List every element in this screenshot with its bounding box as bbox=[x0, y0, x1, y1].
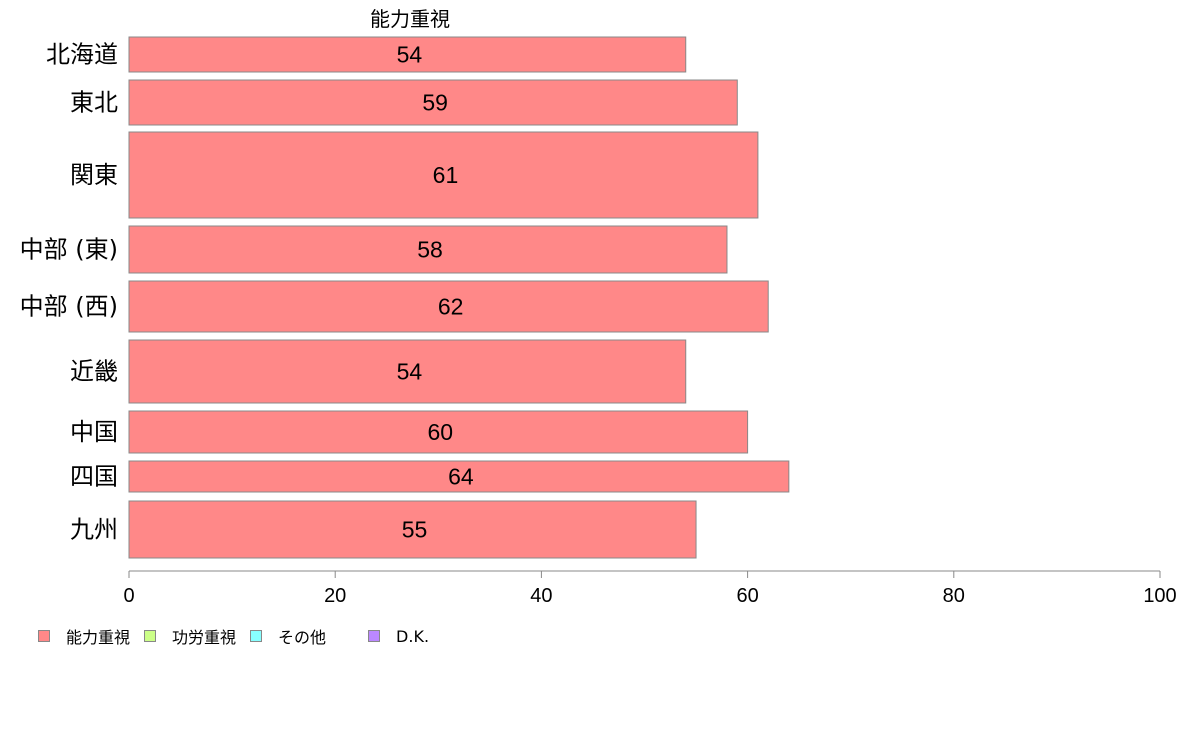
value-label: 54 bbox=[397, 42, 423, 68]
value-label: 62 bbox=[438, 294, 464, 320]
legend-item: 功労重視 bbox=[144, 624, 236, 648]
x-tick-label: 40 bbox=[530, 585, 552, 607]
category-label: 四国 bbox=[70, 463, 118, 491]
value-label: 61 bbox=[433, 162, 459, 188]
value-label: 55 bbox=[402, 517, 428, 543]
legend-label: その他 bbox=[278, 628, 327, 647]
category-label: 東北 bbox=[70, 89, 118, 117]
bar-1 bbox=[128, 79, 738, 126]
series-title: 能力重視 bbox=[370, 7, 450, 31]
category-label: 近畿 bbox=[70, 358, 118, 386]
x-tick-label: 0 bbox=[123, 585, 134, 607]
category-label: 中国 bbox=[70, 418, 118, 446]
legend-swatch bbox=[144, 630, 157, 642]
category-label: 中部 (西) bbox=[20, 293, 118, 321]
bar-5 bbox=[128, 339, 687, 404]
x-axis: 0 20 40 60 80 100 bbox=[123, 570, 1177, 607]
category-label: 中部 (東) bbox=[20, 236, 118, 264]
value-label: 64 bbox=[448, 464, 474, 490]
legend-label: 功労重視 bbox=[172, 628, 237, 647]
bar-8 bbox=[128, 500, 697, 559]
bar-2 bbox=[128, 131, 759, 219]
legend: 能力重視 功労重視 その他 D.K. bbox=[38, 624, 443, 648]
value-label: 58 bbox=[417, 237, 443, 263]
legend-item: その他 bbox=[250, 624, 326, 648]
bar-0 bbox=[128, 36, 687, 73]
x-tick-label: 80 bbox=[943, 585, 965, 607]
x-tick-label: 20 bbox=[324, 585, 346, 607]
category-label: 関東 bbox=[70, 161, 118, 189]
bar-6 bbox=[128, 410, 749, 454]
bar-4 bbox=[128, 280, 769, 333]
value-label: 60 bbox=[428, 419, 454, 445]
bar-3 bbox=[128, 225, 728, 274]
x-tick-label: 100 bbox=[1143, 585, 1176, 607]
legend-label: D.K. bbox=[396, 626, 430, 646]
category-label: 九州 bbox=[70, 516, 118, 544]
value-label: 59 bbox=[422, 90, 448, 116]
legend-swatch bbox=[250, 630, 263, 642]
bars-group bbox=[128, 36, 790, 559]
value-label: 54 bbox=[397, 359, 423, 385]
legend-swatch bbox=[368, 630, 381, 642]
category-label: 北海道 bbox=[46, 41, 118, 69]
bar-7 bbox=[128, 460, 790, 493]
legend-item: 能力重視 bbox=[38, 624, 130, 648]
legend-swatch bbox=[38, 630, 50, 642]
legend-label: 能力重視 bbox=[66, 628, 131, 647]
legend-item: D.K. bbox=[368, 627, 429, 646]
x-tick-label: 60 bbox=[736, 585, 758, 607]
